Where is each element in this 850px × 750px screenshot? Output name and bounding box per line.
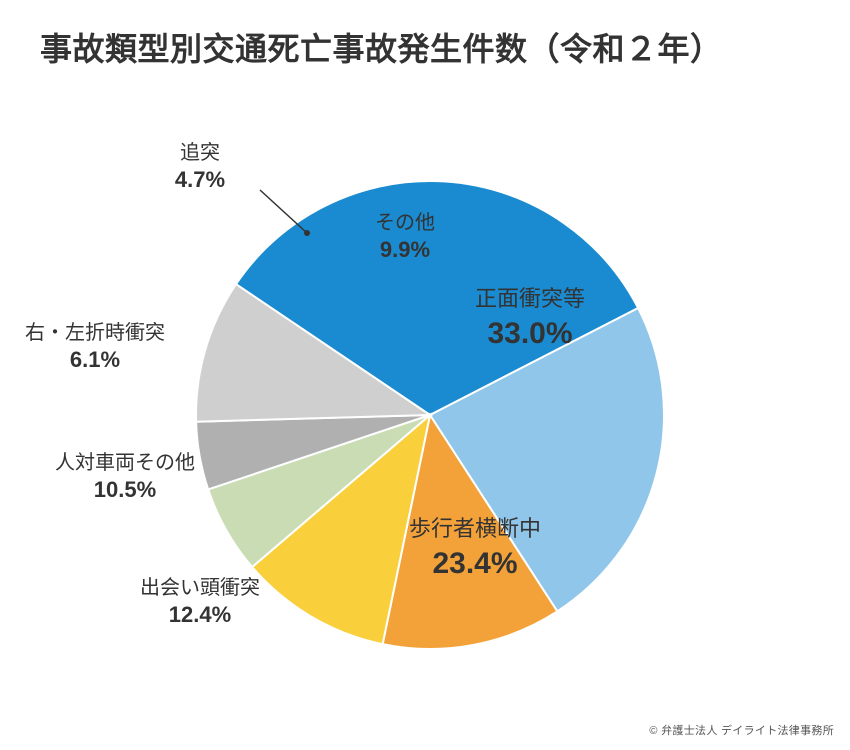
pie-chart: 正面衝突等33.0%歩行者横断中23.4%出会い頭衝突12.4%人対車両その他1… bbox=[0, 90, 850, 720]
chart-title: 事故類型別交通死亡事故発生件数（令和２年） bbox=[40, 24, 723, 70]
chart-page: { "title": "事故類型別交通死亡事故発生件数（令和２年）", "cop… bbox=[0, 0, 850, 750]
callout-line bbox=[260, 190, 307, 233]
copyright-text: © 弁護士法人 デイライト法律事務所 bbox=[649, 722, 834, 738]
pie-svg bbox=[0, 90, 850, 720]
callout-dot bbox=[304, 230, 310, 236]
